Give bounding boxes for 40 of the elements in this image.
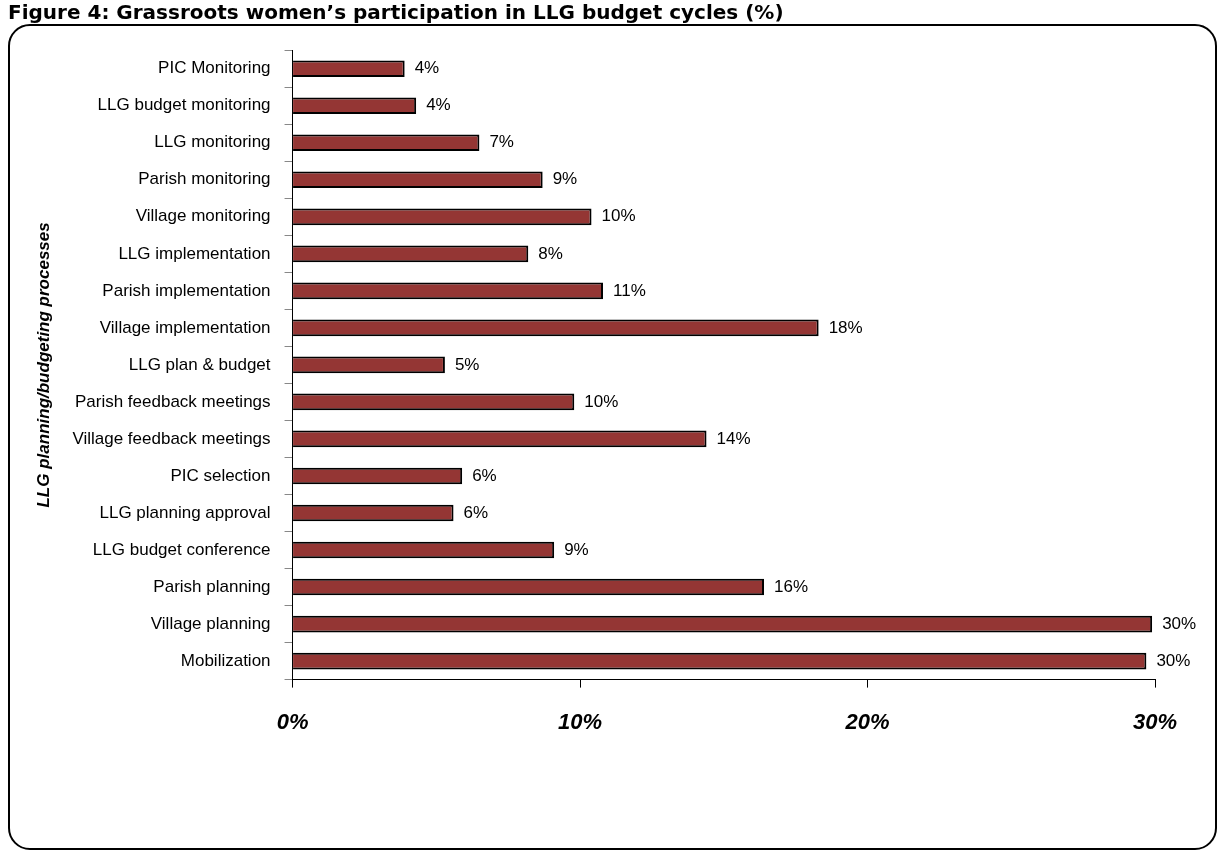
data-label: 9%	[564, 539, 589, 559]
y-tick-label: PIC Monitoring	[158, 58, 271, 78]
y-tick-label: Parish feedback meetings	[74, 391, 271, 411]
y-tick-label: Village planning	[150, 613, 271, 633]
data-label: 6%	[472, 465, 497, 485]
y-tick-label: LLG budget monitoring	[97, 95, 271, 115]
data-label: 6%	[463, 502, 489, 522]
y-tick-label: Village feedback meetings	[72, 428, 271, 448]
y-tick-label: LLG planning approval	[99, 502, 271, 522]
x-tick-label: 10%	[558, 708, 603, 734]
chart-title: Figure 4: Grassroots women’s participation in LLG budget cycles (%)	[7, 0, 785, 26]
y-tick-label: LLG implementation	[118, 243, 271, 263]
data-label: 30%	[1162, 613, 1197, 633]
data-label: 18%	[828, 317, 863, 337]
data-label: 10%	[584, 391, 619, 411]
y-tick-label: Village implementation	[99, 317, 271, 337]
data-label: 11%	[613, 280, 646, 300]
data-label: 4%	[414, 58, 440, 78]
y-tick-label: PIC selection	[170, 465, 271, 485]
y-tick-label: LLG monitoring	[154, 132, 271, 152]
y-tick-label: LLG budget conference	[92, 539, 271, 559]
data-label: 8%	[538, 243, 563, 263]
data-label: 5%	[454, 354, 480, 374]
x-tick-label: 30%	[1132, 708, 1178, 734]
y-tick-label: Parish monitoring	[138, 169, 271, 189]
y-tick-label: Parish planning	[153, 576, 271, 596]
x-tick-label: 0%	[276, 708, 309, 734]
data-label: 10%	[601, 206, 636, 226]
data-label: 30%	[1156, 650, 1191, 670]
y-tick-label: LLG plan & budget	[128, 354, 271, 374]
data-label: 14%	[716, 428, 751, 448]
y-tick-label: Village monitoring	[135, 206, 271, 226]
data-label: 16%	[774, 576, 809, 596]
y-axis-title: LLG planning/budgeting processes	[33, 222, 53, 508]
data-label: 7%	[489, 132, 514, 152]
data-label: 4%	[426, 95, 451, 115]
x-tick-label: 20%	[844, 708, 890, 734]
y-tick-label: Parish implementation	[102, 280, 271, 300]
y-tick-label: Mobilization	[180, 650, 271, 670]
data-label: 9%	[552, 169, 578, 189]
